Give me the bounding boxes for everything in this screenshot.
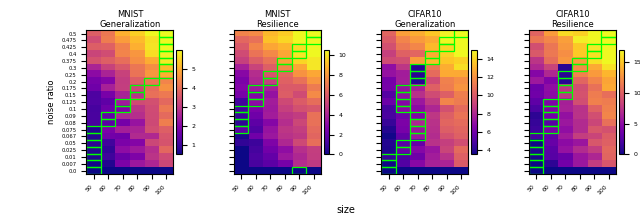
Bar [543,106,558,112]
Bar [558,71,572,78]
Title: CIFAR10
Generalization: CIFAR10 Generalization [394,10,456,29]
Bar [587,44,602,51]
Bar [292,44,307,51]
Bar [159,30,173,37]
Bar [277,64,292,71]
Bar [86,140,101,147]
Bar [307,37,321,44]
Bar [587,51,602,58]
Bar [159,64,173,71]
Bar [425,51,440,58]
Bar [558,78,572,85]
Bar [263,78,277,85]
Bar [396,99,410,106]
Bar [602,30,616,37]
Bar [410,112,425,119]
Bar [410,133,425,140]
Bar [572,64,587,71]
Bar [572,58,587,64]
Bar [86,126,101,133]
Bar [396,147,410,154]
Bar [396,85,410,92]
Bar [529,154,543,160]
Bar [159,37,173,44]
Bar [86,154,101,160]
Bar [543,112,558,119]
Bar [410,78,425,85]
Bar [410,126,425,133]
Bar [234,119,248,126]
Y-axis label: noise ratio: noise ratio [47,80,56,124]
Bar [86,147,101,154]
Bar [277,58,292,64]
Bar [248,99,263,106]
Bar [159,58,173,64]
Bar [292,167,307,174]
Bar [440,37,454,44]
Bar [115,99,130,106]
Bar [396,92,410,99]
Bar [130,85,145,92]
Bar [543,119,558,126]
Title: MNIST
Resilience: MNIST Resilience [256,10,299,29]
Bar [115,106,130,112]
Bar [529,147,543,154]
Bar [529,133,543,140]
Bar [396,106,410,112]
Bar [263,71,277,78]
Bar [410,71,425,78]
Bar [234,106,248,112]
Bar [543,99,558,106]
Bar [307,30,321,37]
Bar [425,58,440,64]
Bar [234,126,248,133]
Bar [529,167,543,174]
Bar [159,71,173,78]
Title: MNIST
Generalization: MNIST Generalization [99,10,161,29]
Bar [381,167,396,174]
Text: size: size [336,205,355,215]
Bar [410,64,425,71]
Bar [292,51,307,58]
Bar [86,160,101,167]
Bar [101,119,115,126]
Bar [410,119,425,126]
Bar [130,92,145,99]
Bar [454,30,468,37]
Bar [159,51,173,58]
Bar [381,160,396,167]
Bar [145,78,159,85]
Bar [440,44,454,51]
Bar [234,112,248,119]
Bar [381,154,396,160]
Bar [529,140,543,147]
Bar [248,92,263,99]
Bar [396,140,410,147]
Bar [101,112,115,119]
Bar [248,85,263,92]
Bar [86,167,101,174]
Bar [602,37,616,44]
Bar [558,85,572,92]
Title: CIFAR10
Resilience: CIFAR10 Resilience [551,10,594,29]
Bar [86,133,101,140]
Bar [543,126,558,133]
Bar [159,44,173,51]
Bar [529,160,543,167]
Bar [558,92,572,99]
